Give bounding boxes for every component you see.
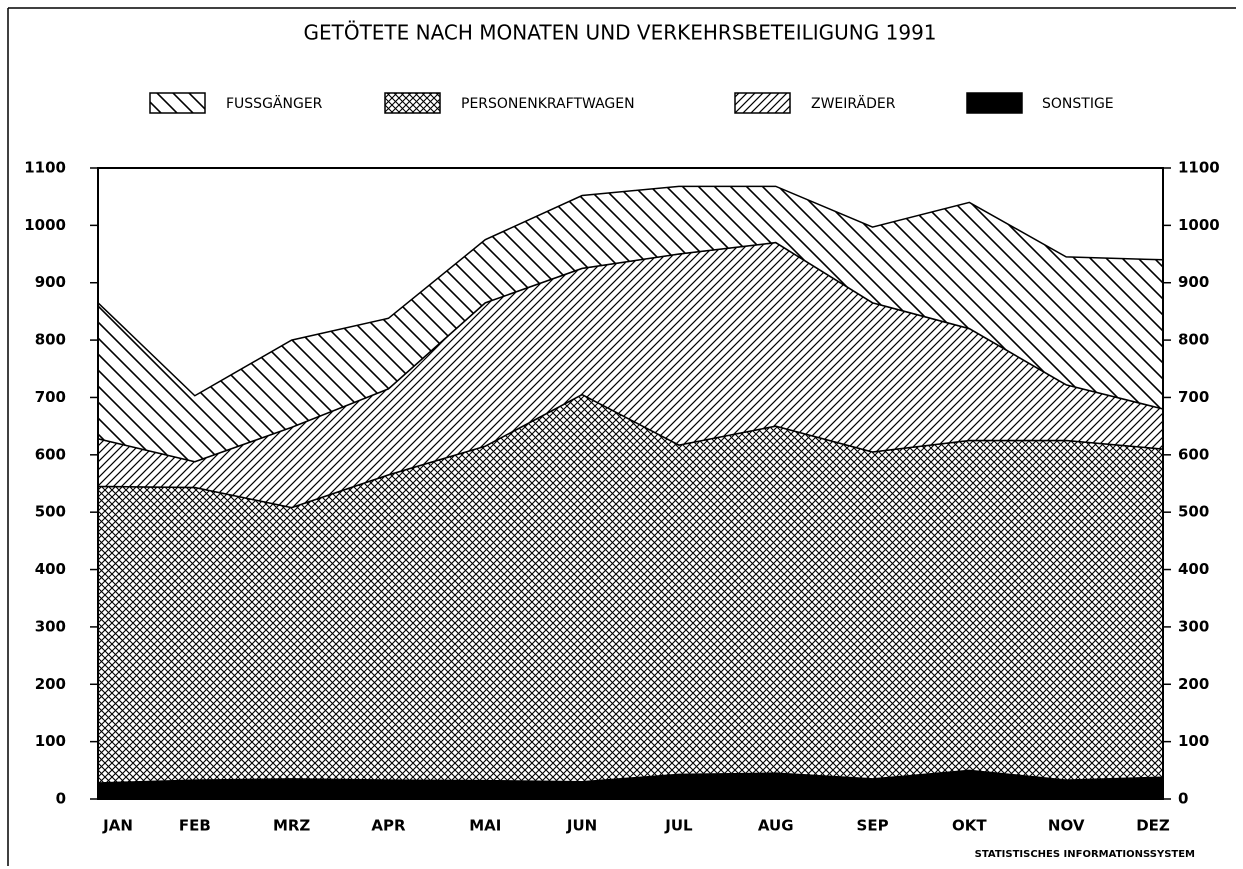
- y-tick-label: 400: [35, 560, 66, 578]
- x-tick-label: NOV: [1048, 817, 1085, 835]
- legend-label: SONSTIGE: [1042, 96, 1114, 112]
- y-tick-label: 800: [35, 331, 66, 349]
- x-tick-label: SEP: [857, 817, 889, 835]
- y-tick-label: 100: [35, 732, 66, 750]
- legend-swatch: [149, 92, 206, 114]
- x-tick-label: OKT: [952, 817, 987, 835]
- footer: STATISTISCHES INFORMATIONSSYSTEM: [975, 849, 1195, 860]
- x-tick-label: JAN: [102, 817, 133, 835]
- legend-swatch: [734, 92, 791, 114]
- y2-tick-label: 600: [1178, 445, 1209, 463]
- y-tick-label: 0: [56, 790, 66, 808]
- y2-tick-label: 400: [1178, 560, 1209, 578]
- y-tick-label: 700: [35, 388, 66, 406]
- plot-frame: [97, 167, 1164, 800]
- x-tick-label: JUL: [664, 817, 693, 835]
- y-tick-label: 600: [35, 445, 66, 463]
- y2-tick-label: 900: [1178, 273, 1209, 291]
- chart-title: GETÖTETE NACH MONATEN UND VERKEHRSBETEIL…: [303, 21, 936, 45]
- y2-tick-label: 0: [1178, 790, 1188, 808]
- y2-tick-label: 1100: [1178, 159, 1220, 177]
- y-tick-label: 1000: [24, 216, 66, 234]
- legend-label: ZWEIRÄDER: [811, 94, 896, 112]
- y-tick-label: 900: [35, 273, 66, 291]
- x-tick-label: AUG: [758, 817, 794, 835]
- legend-swatch: [384, 92, 441, 114]
- x-tick-label: MRZ: [273, 817, 310, 835]
- y2-tick-label: 800: [1178, 331, 1209, 349]
- y-tick-label: 200: [35, 675, 66, 693]
- legend-swatch: [966, 92, 1023, 114]
- y2-tick-label: 200: [1178, 675, 1209, 693]
- x-tick-label: APR: [371, 817, 406, 835]
- y2-tick-label: 1000: [1178, 216, 1220, 234]
- y2-tick-label: 700: [1178, 388, 1209, 406]
- y-tick-label: 500: [35, 503, 66, 521]
- legend-label: FUSSGÄNGER: [226, 94, 323, 112]
- x-tick-label: JUN: [566, 817, 597, 835]
- x-tick-label: FEB: [179, 817, 211, 835]
- y2-tick-label: 100: [1178, 732, 1209, 750]
- y-tick-label: 300: [35, 617, 66, 635]
- y-tick-label: 1100: [24, 159, 66, 177]
- x-tick-label: MAI: [469, 817, 501, 835]
- x-tick-label: DEZ: [1136, 817, 1170, 835]
- y2-tick-label: 500: [1178, 503, 1209, 521]
- legend-label: PERSONENKRAFTWAGEN: [461, 96, 635, 112]
- y2-tick-label: 300: [1178, 617, 1209, 635]
